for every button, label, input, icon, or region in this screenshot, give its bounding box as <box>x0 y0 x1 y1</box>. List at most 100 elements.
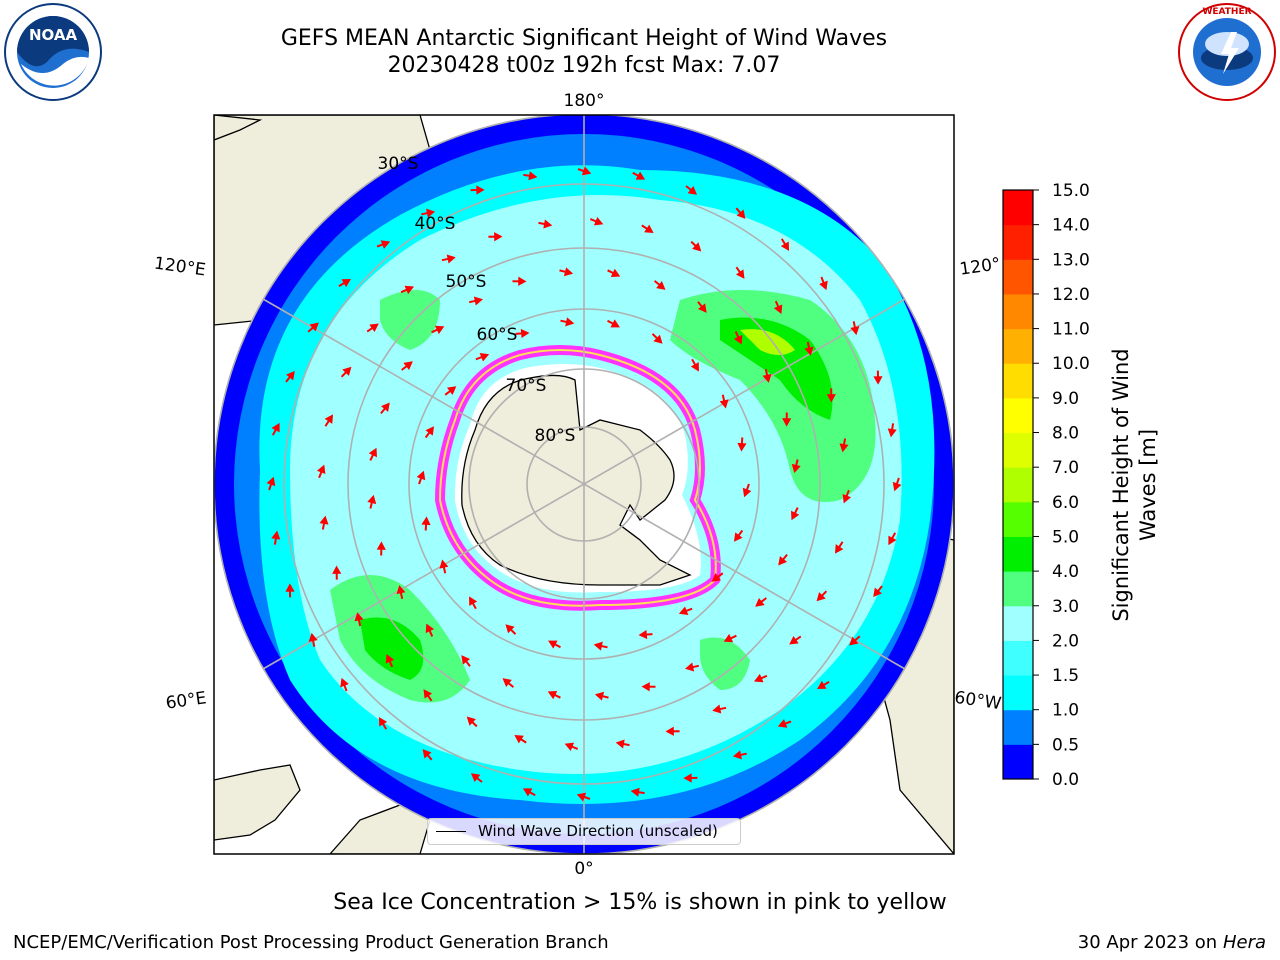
lon-label-60w: 60°W <box>953 688 1002 714</box>
wind-arrow-head <box>817 680 827 690</box>
colorbar-swatch <box>1003 675 1033 711</box>
wind-arrow-head <box>791 510 800 521</box>
wind-arrow-head <box>340 677 349 688</box>
colorbar-tick-label: 12.0 <box>1052 285 1090 305</box>
wind-arrow-head <box>421 516 431 526</box>
nws-logo: WEATHER <box>1178 3 1276 101</box>
lon-label-60e: 60°E <box>165 688 208 713</box>
lat-label-80s: 80°S <box>535 426 576 446</box>
wind-arrow-head <box>819 280 828 291</box>
wind-arrow-head <box>892 481 902 492</box>
noaa-logo: NOAA <box>4 3 102 101</box>
wind-arrow-head <box>735 269 745 279</box>
wind-arrow-head <box>873 376 883 385</box>
wind-arrow-head <box>692 242 702 252</box>
wind-arrow-head <box>332 565 342 574</box>
lon-label-120w: 120° <box>958 254 1001 280</box>
wind-arrow-head <box>416 470 426 481</box>
wind-arrow-head <box>470 773 481 782</box>
wind-arrow-head <box>324 414 334 424</box>
wind-arrow-head <box>593 641 603 651</box>
wind-arrow-head <box>638 629 648 640</box>
wind-arrow-head <box>385 653 395 664</box>
wind-arrow-head <box>782 418 792 427</box>
wind-arrow-head <box>737 442 747 452</box>
wind-arrow-head <box>514 734 524 744</box>
footer-date: 30 Apr 2023 on Hera <box>1078 932 1266 953</box>
colorbar-tick-label: 4.0 <box>1052 562 1079 582</box>
wind-arrow-head <box>522 788 533 797</box>
wind-arrow-head <box>593 216 604 226</box>
wind-arrow-head <box>762 373 772 383</box>
colorbar-swatch <box>1003 571 1033 607</box>
wind-arrow-head <box>644 224 654 234</box>
colorbar-tick-label: 8.0 <box>1052 424 1079 444</box>
wind-arrow-head <box>396 585 406 595</box>
svg-text:NOAA: NOAA <box>29 26 78 44</box>
lon-label-0: 0° <box>574 859 593 879</box>
wind-arrow-head <box>354 612 364 622</box>
wind-arrow-head <box>712 704 722 714</box>
colorbar-swatch <box>1003 605 1033 641</box>
wind-arrow-head <box>697 303 707 313</box>
wind-arrow-head <box>404 285 415 295</box>
wind-arrow-head <box>849 636 859 646</box>
colorbar-tick-label: 1.5 <box>1052 666 1079 686</box>
wind-arrow-head <box>665 726 674 736</box>
wind-arrow-head <box>479 352 490 362</box>
wind-arrow-head <box>839 443 849 453</box>
colorbar-tick-label: 3.0 <box>1052 597 1079 617</box>
map-legend: Wind Wave Direction (unscaled) <box>427 818 741 845</box>
lat-label-50s: 50°S <box>446 272 487 292</box>
wind-arrow-head <box>610 319 620 328</box>
wind-arrow-head <box>425 426 435 436</box>
colorbar-tick-label: 15.0 <box>1052 181 1090 201</box>
legend-line-sample <box>436 831 466 832</box>
wind-arrow-head <box>543 219 553 229</box>
colorbar-tick-label: 5.0 <box>1052 527 1079 547</box>
colorbar-swatch <box>1003 397 1033 434</box>
wind-arrow-head <box>520 328 530 339</box>
wind-arrow-head <box>518 276 527 286</box>
wind-arrow-head <box>528 171 538 181</box>
colorbar-swatch <box>1003 640 1033 676</box>
wind-arrow-head <box>594 691 605 701</box>
colorbar-swatch <box>1003 501 1033 537</box>
graticule <box>214 115 954 854</box>
wind-arrow-head <box>423 689 433 699</box>
wind-arrow-head <box>376 541 386 550</box>
wind-arrow-head <box>426 208 436 218</box>
wind-arrow-head <box>308 632 318 642</box>
wind-arrow-head <box>791 463 801 474</box>
wind-arrow-head <box>826 394 836 403</box>
wind-arrow-head <box>434 325 445 335</box>
colorbar-swatch <box>1003 328 1033 364</box>
wind-arrow-head <box>842 493 852 504</box>
colorbar-swatch <box>1003 467 1033 503</box>
wind-arrow-head <box>271 422 280 433</box>
wind-arrow-head <box>804 346 814 356</box>
wind-arrow-head <box>653 334 663 344</box>
wind-arrow-head <box>630 787 640 797</box>
lat-label-40s: 40°S <box>415 214 456 234</box>
lat-label-30s: 30°S <box>378 154 419 174</box>
colorbar-swatch <box>1003 536 1033 572</box>
wind-arrow-head <box>656 280 666 290</box>
legend-label: Wind Wave Direction (unscaled) <box>478 822 718 840</box>
wind-arrow-head <box>473 296 483 306</box>
wind-arrow-head <box>309 322 319 332</box>
colorbar-tick-label: 14.0 <box>1052 216 1090 236</box>
wind-arrow-head <box>547 691 558 700</box>
wind-arrow-head <box>887 428 897 438</box>
colorbar-tick-label: 1.0 <box>1052 701 1079 721</box>
colorbar-swatch <box>1003 259 1033 295</box>
wind-arrow-head <box>469 596 478 606</box>
footer-credit: NCEP/EMC/Verification Post Processing Pr… <box>13 932 609 953</box>
wind-arrow-head <box>369 323 379 333</box>
colorbar-swatch <box>1003 190 1033 226</box>
wind-arrow-head <box>732 750 742 760</box>
africa-land <box>214 764 301 841</box>
wind-arrow-head <box>378 717 388 727</box>
wind-arrow-head <box>873 587 882 598</box>
wind-arrow-head <box>439 559 449 569</box>
